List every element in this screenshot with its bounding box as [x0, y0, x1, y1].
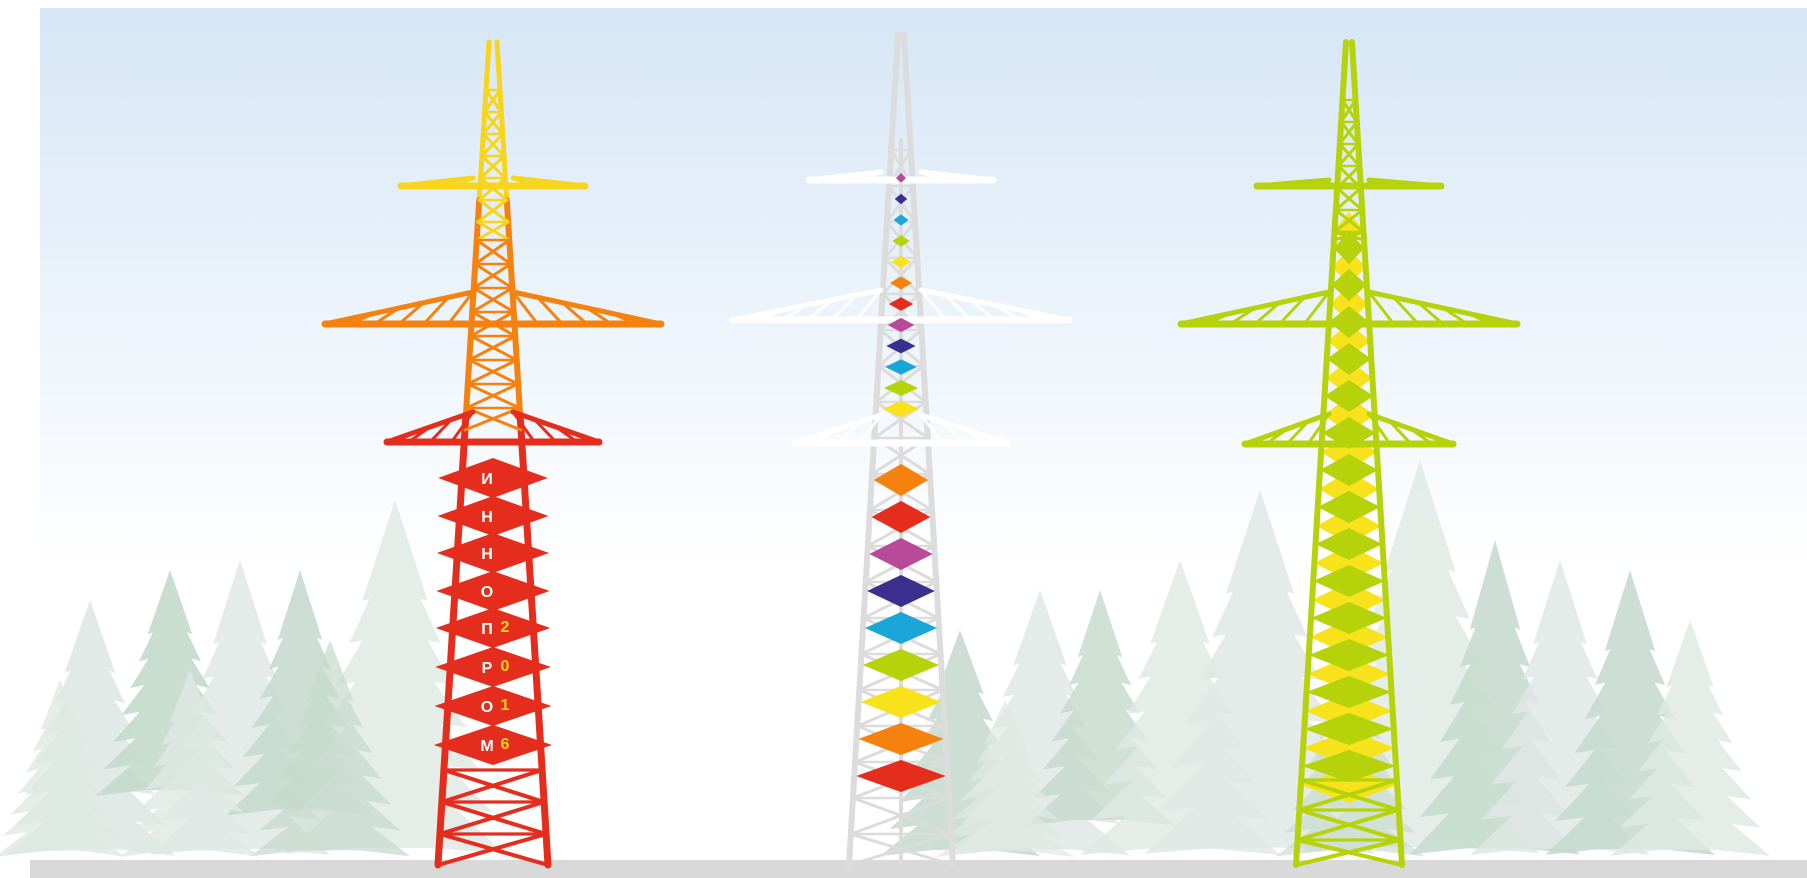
fir-tree — [120, 670, 260, 857]
rainbow-diamond — [871, 501, 931, 533]
lattice-diamond — [438, 458, 548, 498]
lattice-diamond — [433, 725, 553, 765]
green-diamond — [1331, 269, 1367, 301]
small-diamond — [885, 359, 917, 375]
yellow-diamond — [1305, 693, 1393, 729]
green-diamond — [1319, 454, 1379, 486]
small-diamond — [896, 173, 906, 183]
green-diamond — [1324, 380, 1374, 412]
rainbow-diamond — [858, 723, 944, 755]
yellow-diamond — [1307, 656, 1391, 692]
yellow-diamond — [1312, 582, 1386, 618]
tower-year-digit: 0 — [501, 658, 510, 675]
yellow-diamond — [1303, 730, 1395, 766]
cross-arm-top — [805, 169, 997, 184]
green-diamond — [1326, 343, 1372, 375]
small-diamond — [888, 297, 914, 311]
tower-year-digit: 1 — [501, 697, 510, 714]
yellow-diamond — [1323, 397, 1375, 433]
yellow-diamond — [1330, 286, 1368, 322]
ground-strip — [30, 860, 1807, 878]
rainbow-diamond — [867, 575, 935, 607]
lattice-diamond — [436, 571, 550, 611]
green-diamond — [1313, 565, 1385, 597]
fir-tree — [1025, 590, 1175, 826]
cross-arm-middle — [1177, 289, 1521, 328]
rainbow-diamond — [860, 686, 942, 718]
rainbow-diamond — [864, 612, 938, 644]
fir-tree — [95, 570, 245, 797]
small-diamond — [882, 400, 920, 418]
yellow-diamond — [1316, 508, 1382, 544]
lattice-diamond — [435, 608, 551, 648]
yellow-diamond — [1300, 767, 1398, 803]
fir-tree — [1610, 620, 1770, 856]
cross-arm-top — [1253, 177, 1445, 190]
fir-tree — [950, 590, 1130, 856]
cross-arm-top — [397, 175, 589, 190]
small-diamond — [884, 380, 918, 396]
fir-tree — [250, 640, 410, 857]
lattice-diamond — [434, 686, 552, 726]
lattice-diamond — [435, 647, 551, 687]
small-diamond — [886, 338, 916, 354]
green-diamond — [1311, 602, 1387, 634]
tower-letter: Н — [481, 546, 493, 563]
tower-year-digit: 2 — [501, 619, 510, 636]
green-diamond — [1333, 232, 1365, 264]
fir-tree — [225, 570, 375, 816]
cross-arm-lower — [383, 409, 603, 446]
tower-red-yellow: И Н Н О П Р О М 2 0 1 6 — [321, 39, 665, 869]
green-diamond — [1306, 676, 1392, 708]
green-diamond — [1302, 750, 1396, 782]
yellow-diamond — [1332, 249, 1366, 285]
fir-tree — [880, 630, 1040, 857]
lattice-diamond — [436, 533, 550, 573]
yellow-diamond — [1325, 360, 1373, 396]
tower-letter: Н — [481, 509, 493, 526]
small-diamond — [893, 214, 909, 226]
rainbow-diamond — [862, 649, 940, 681]
fir-tree — [0, 680, 125, 857]
yellow-diamond — [1327, 323, 1371, 359]
rainbow-diamond — [856, 760, 946, 792]
small-diamond — [887, 317, 915, 333]
green-diamond — [1315, 528, 1383, 560]
yellow-diamond — [1309, 619, 1389, 655]
fir-tree — [5, 600, 175, 856]
tower-letter: Р — [482, 660, 493, 677]
rainbow-diamond — [869, 538, 933, 570]
cross-arm-lower — [1241, 411, 1457, 448]
fir-tree — [935, 700, 1075, 858]
green-diamond — [1317, 491, 1381, 523]
yellow-diamond — [1314, 545, 1384, 581]
green-diamond — [1304, 713, 1394, 745]
tower-letter: О — [481, 699, 493, 716]
tower-white-rainbow — [729, 32, 1073, 868]
cross-arm-middle — [321, 289, 665, 328]
tower-green-yellow — [1177, 39, 1521, 868]
tower-letter: О — [481, 584, 493, 601]
tower-letter: М — [480, 738, 493, 755]
small-diamond — [890, 276, 912, 290]
small-diamond — [892, 235, 910, 247]
small-diamond — [891, 255, 911, 269]
rainbow-diamond — [873, 464, 929, 496]
tower-letter: П — [481, 621, 493, 638]
tower-letter: И — [481, 471, 493, 488]
yellow-diamond — [1318, 471, 1380, 507]
green-diamond — [1308, 639, 1390, 671]
cross-arm-lower — [791, 412, 1011, 447]
small-diamond — [894, 193, 908, 205]
lattice-diamond — [437, 496, 549, 536]
tower-year-digit: 6 — [501, 736, 510, 753]
